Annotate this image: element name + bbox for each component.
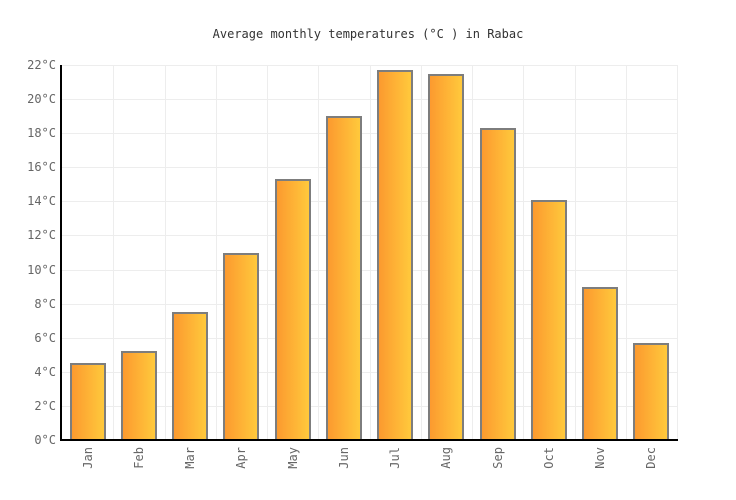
y-tick-label: 0°C [34,433,56,447]
gridline-vertical [626,65,627,440]
x-tick-label: Sep [491,447,505,469]
y-tick-label: 8°C [34,297,56,311]
gridline-vertical [267,65,268,440]
gridline-horizontal [62,99,677,100]
x-tick-label: Jun [337,447,351,469]
gridline-vertical [575,65,576,440]
x-tick-label: Feb [132,447,146,469]
bar-jan [70,363,106,440]
y-tick-label: 14°C [27,194,56,208]
x-tick-label: Oct [542,447,556,469]
bar-jun [326,116,362,440]
y-tick-label: 4°C [34,365,56,379]
gridline-horizontal [62,235,677,236]
x-tick-label: Mar [183,447,197,469]
gridline-horizontal [62,406,677,407]
x-tick-label: Nov [593,447,607,469]
bar-may [275,179,311,440]
bar-apr [223,253,259,441]
y-tick-label: 16°C [27,160,56,174]
gridline-vertical [677,65,678,440]
gridline-vertical [216,65,217,440]
gridline-horizontal [62,304,677,305]
gridline-horizontal [62,65,677,66]
bar-sep [480,128,516,440]
gridline-vertical [472,65,473,440]
y-tick-label: 22°C [27,58,56,72]
y-tick-label: 2°C [34,399,56,413]
gridline-horizontal [62,167,677,168]
x-tick-label: May [286,447,300,469]
y-tick-label: 6°C [34,331,56,345]
bar-dec [633,343,669,440]
bar-aug [428,74,464,440]
gridline-vertical [165,65,166,440]
y-tick-label: 10°C [27,263,56,277]
y-tick-label: 12°C [27,228,56,242]
bar-jul [377,70,413,440]
gridline-vertical [421,65,422,440]
bar-oct [531,200,567,440]
y-axis-line [60,65,62,441]
gridline-horizontal [62,201,677,202]
bar-mar [172,312,208,440]
chart-title: Average monthly temperatures (°C ) in Ra… [212,27,524,41]
gridline-vertical [523,65,524,440]
y-tick-label: 18°C [27,126,56,140]
gridline-horizontal [62,372,677,373]
bar-nov [582,287,618,440]
gridline-horizontal [62,338,677,339]
gridline-vertical [318,65,319,440]
x-tick-label: Jul [388,447,402,469]
y-tick-label: 20°C [27,92,56,106]
x-axis-line [60,439,678,441]
gridline-vertical [370,65,371,440]
x-tick-label: Dec [644,447,658,469]
x-tick-label: Apr [234,447,248,469]
gridline-vertical [113,65,114,440]
x-tick-label: Aug [439,447,453,469]
gridline-horizontal [62,270,677,271]
bar-feb [121,351,157,440]
x-tick-label: Jan [81,447,95,469]
gridline-horizontal [62,133,677,134]
